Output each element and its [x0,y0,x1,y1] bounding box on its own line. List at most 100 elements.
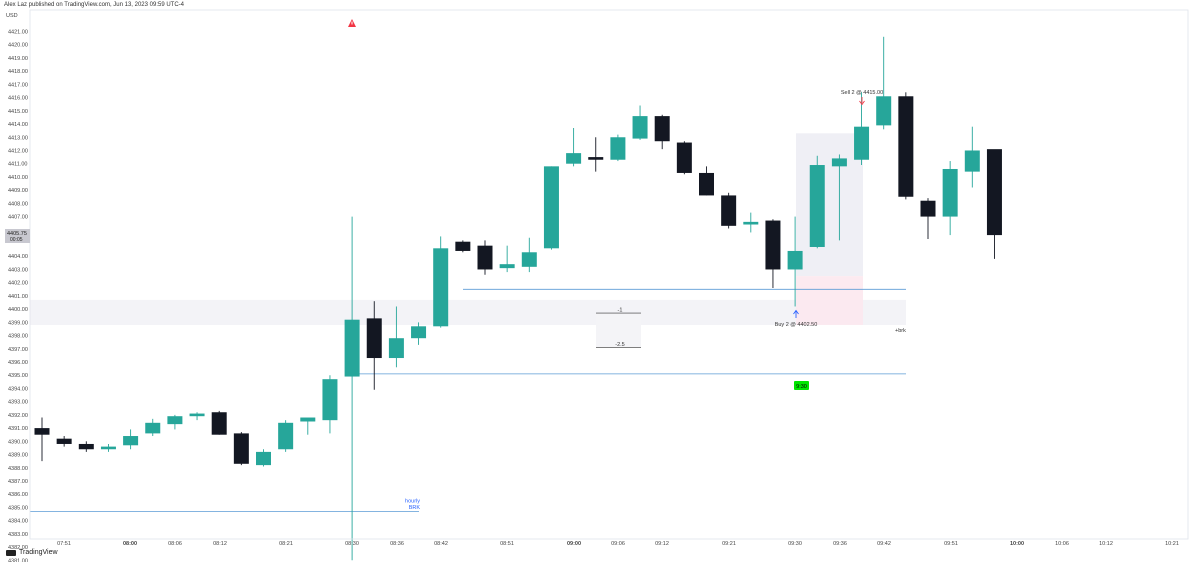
candle-body [831,158,847,167]
candle-body [322,379,338,421]
y-tick-label: 4384.00 [8,519,28,525]
candle-body [433,248,449,327]
y-tick-label: 4418.00 [8,69,28,75]
candle[interactable] [211,410,227,435]
candle-body [278,422,294,450]
candle-body [876,96,892,126]
candle[interactable] [676,141,692,175]
candle[interactable] [388,306,404,368]
candle-body [986,149,1002,236]
candle-body [521,252,537,267]
axis-layer: USD 4421.00 4420.00 4419.00 4418.00 4417.00 44… [5,9,1189,562]
candle[interactable] [477,240,493,275]
candle[interactable] [566,128,582,167]
candle[interactable] [56,436,72,447]
x-tick-label: 08:36 [390,541,404,547]
candles-layer[interactable] [34,36,1002,561]
candle[interactable] [189,412,205,421]
x-tick-label: 08:06 [168,541,182,547]
candle[interactable] [920,198,936,240]
y-tick-label: 4389.00 [8,453,28,459]
y-tick-label: 4400.00 [8,307,28,313]
candle[interactable] [499,245,515,273]
x-tick-label: 09:36 [833,541,847,547]
candle[interactable] [300,417,316,435]
current-price-value: 4405.75 [7,231,27,237]
x-tick-label: 08:12 [213,541,227,547]
candle[interactable] [411,322,427,345]
candle-body [854,126,870,160]
candle[interactable] [743,212,759,233]
candle[interactable] [100,443,116,452]
candle[interactable] [167,414,183,430]
x-tick-label: 09:21 [722,541,736,547]
candle-body [588,157,604,160]
publisher-header: Alex Laz published on TradingView.com, J… [4,2,184,8]
x-tick-label: 10:12 [1099,541,1113,547]
candle[interactable] [809,155,825,249]
x-tick-label: 10:06 [1055,541,1069,547]
candle[interactable] [543,166,559,250]
candle-body [256,451,271,466]
candle[interactable] [610,134,626,162]
candle[interactable] [123,429,139,450]
y-tick-label: 4408.00 [8,201,28,207]
candle-body [610,137,626,160]
candle[interactable] [344,216,360,561]
candle[interactable] [233,432,249,466]
candle[interactable] [831,154,847,241]
brk-hourly-label: BRK [409,505,421,511]
candle-body [100,446,116,450]
y-tick-label: 4419.00 [8,56,28,62]
candle-body [676,142,692,173]
candle[interactable] [588,137,604,172]
candle[interactable] [366,301,382,390]
candle-body [699,172,714,196]
fib-zone [596,313,641,348]
y-tick-label: 4383.00 [8,532,28,538]
buy-order-label: Buy 2 @ 4402.50 [775,322,818,328]
candle[interactable] [322,375,338,434]
candle-body [765,220,781,270]
candle[interactable] [964,126,980,188]
candle[interactable] [876,36,892,130]
candle[interactable] [898,92,914,200]
candle[interactable] [699,166,714,196]
candle[interactable] [765,219,781,288]
candle[interactable] [256,449,271,467]
y-tick-label: 4386.00 [8,492,28,498]
warning-triangle-icon [348,19,356,27]
y-tick-label: 4415.00 [8,109,28,115]
y-tick-label: 4417.00 [8,82,28,88]
x-tick-label: 09:30 [788,541,802,547]
x-tick-label: 10:21 [1165,541,1179,547]
y-tick-label: 4395.00 [8,373,28,379]
candle[interactable] [78,441,94,452]
candle[interactable] [654,114,670,150]
candle[interactable] [278,420,294,452]
fib-level-two-label: -2.5 [615,342,624,348]
candle[interactable] [721,192,737,229]
candle[interactable] [433,236,449,328]
y-tick-label: 4416.00 [8,96,28,102]
y-tick-label: 4409.00 [8,188,28,194]
candle-body [743,221,759,225]
y-tick-label: 4382.00 [8,545,28,551]
candle[interactable] [942,161,958,236]
candle[interactable] [455,240,471,253]
candle[interactable] [632,105,648,140]
candle[interactable] [521,237,537,273]
candle-body [211,412,227,435]
candle[interactable] [986,149,1002,259]
warning-bang [351,21,353,25]
candle[interactable] [787,216,803,307]
x-tick-label: 09:51 [944,541,958,547]
candle-body [167,416,183,425]
y-tick-label: 4411.00 [8,162,27,168]
candle[interactable] [145,418,161,437]
candle[interactable] [34,417,50,462]
candle-body [964,150,980,172]
candle-body [189,413,205,417]
